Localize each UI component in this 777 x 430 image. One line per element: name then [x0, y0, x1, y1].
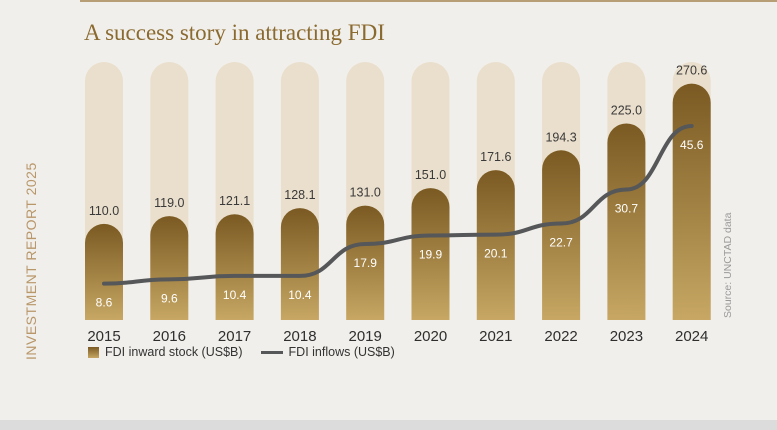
- bottom-strip: [0, 420, 777, 430]
- stock-value-label: 119.0: [154, 196, 184, 210]
- inflow-value-label: 30.7: [615, 201, 639, 215]
- inflow-value-label: 19.9: [419, 247, 443, 261]
- stock-value-label: 121.1: [219, 194, 250, 208]
- top-rule: [80, 0, 777, 2]
- inflow-value-label: 20.1: [484, 247, 508, 261]
- stock-value-label: 270.6: [676, 64, 707, 78]
- inflow-value-label: 22.7: [549, 236, 573, 250]
- stock-value-label: 131.0: [350, 186, 381, 200]
- x-tick-label: 2024: [675, 328, 708, 345]
- x-tick-label: 2018: [283, 328, 316, 345]
- x-tick-label: 2021: [479, 328, 512, 345]
- stock-value-label: 225.0: [611, 103, 642, 117]
- inflow-value-label: 10.4: [288, 288, 312, 302]
- x-tick-label: 2016: [153, 328, 186, 345]
- x-tick-label: 2017: [218, 328, 251, 345]
- stock-bar: [346, 205, 385, 320]
- chart-title: A success story in attracting FDI: [84, 20, 385, 45]
- stock-value-label: 171.6: [480, 150, 511, 164]
- stock-bar: [476, 170, 515, 320]
- inflow-value-label: 9.6: [161, 291, 178, 305]
- legend: FDI inward stock (US$B) FDI inflows (US$…: [88, 345, 395, 359]
- stock-bar: [215, 214, 254, 320]
- stock-value-label: 128.1: [284, 188, 315, 202]
- x-tick-label: 2023: [610, 328, 643, 345]
- legend-stock-label: FDI inward stock (US$B): [105, 345, 243, 359]
- stock-value-label: 194.3: [545, 130, 576, 144]
- stock-bar: [542, 150, 581, 320]
- inflow-value-label: 17.9: [354, 256, 378, 270]
- inflow-value-label: 45.6: [680, 138, 704, 152]
- stock-bar: [607, 123, 646, 320]
- stock-value-label: 110.0: [89, 204, 119, 218]
- stock-value-label: 151.0: [415, 168, 446, 182]
- stock-bar: [150, 216, 189, 320]
- legend-inflows-label: FDI inflows (US$B): [288, 345, 395, 359]
- legend-item-inflows: FDI inflows (US$B): [260, 345, 395, 359]
- x-tick-label: 2020: [414, 328, 447, 345]
- legend-stock-swatch: [88, 346, 99, 358]
- inflow-value-label: 8.6: [96, 296, 113, 310]
- x-tick-label: 2015: [87, 328, 120, 345]
- legend-inflows-swatch: [260, 350, 283, 354]
- stock-bar: [85, 223, 123, 320]
- inflows-line: [102, 123, 694, 286]
- x-tick-label: 2022: [544, 328, 577, 345]
- stock-bar: [672, 83, 711, 321]
- stock-bar: [280, 208, 319, 320]
- legend-item-stock: FDI inward stock (US$B): [88, 345, 243, 359]
- inflow-value-label: 10.4: [223, 288, 247, 302]
- stock-bar: [411, 188, 450, 320]
- x-tick-label: 2019: [349, 328, 382, 345]
